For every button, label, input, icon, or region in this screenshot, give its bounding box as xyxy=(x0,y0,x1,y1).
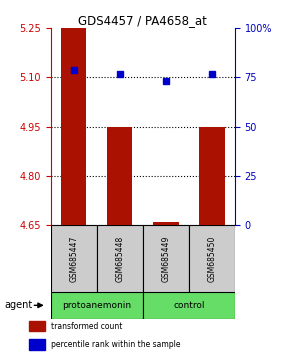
Text: transformed count: transformed count xyxy=(51,321,122,331)
Bar xyxy=(189,225,235,292)
Bar xyxy=(97,225,143,292)
Text: protoanemonin: protoanemonin xyxy=(62,301,131,310)
Title: GDS4457 / PA4658_at: GDS4457 / PA4658_at xyxy=(78,14,207,27)
Text: GSM685450: GSM685450 xyxy=(207,235,216,282)
Text: GSM685448: GSM685448 xyxy=(115,235,124,281)
Bar xyxy=(29,339,45,350)
Bar xyxy=(29,321,45,331)
Text: percentile rank within the sample: percentile rank within the sample xyxy=(51,340,180,349)
Bar xyxy=(143,225,189,292)
Bar xyxy=(199,127,224,225)
Text: agent: agent xyxy=(4,300,32,310)
Text: GSM685449: GSM685449 xyxy=(161,235,170,282)
Bar xyxy=(51,225,97,292)
Text: control: control xyxy=(173,301,205,310)
Bar xyxy=(61,28,86,225)
Text: GSM685447: GSM685447 xyxy=(69,235,78,282)
Bar xyxy=(107,127,133,225)
Bar xyxy=(153,222,179,225)
Bar xyxy=(143,292,235,319)
Bar xyxy=(51,292,143,319)
